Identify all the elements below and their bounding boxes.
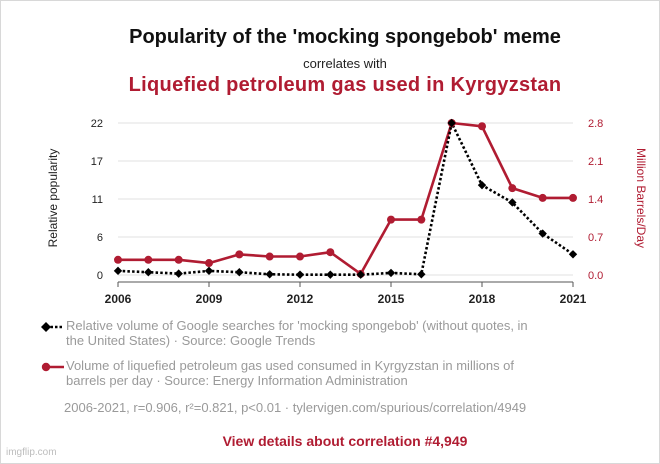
google-point — [538, 229, 547, 238]
chart-title: Popularity of the 'mocking spongebob' me… — [129, 26, 561, 48]
lpg-point — [114, 255, 122, 264]
lpg-point — [265, 252, 274, 261]
lpg-point — [235, 250, 244, 259]
google-point — [477, 180, 487, 190]
view-details-link[interactable]: View details about correlation #4,949 — [222, 433, 468, 449]
google-point — [235, 268, 244, 277]
x-tick-label: 2006 — [105, 292, 132, 306]
lpg-point — [508, 184, 517, 193]
right-axis-label: Million Barrels/Day — [634, 148, 648, 248]
lpg-point — [174, 255, 183, 264]
google-point — [265, 270, 274, 279]
correlates-label: correlates with — [303, 56, 387, 71]
series-markers — [113, 118, 578, 279]
lpg-point — [326, 248, 335, 257]
google-point — [447, 118, 456, 128]
chart-subtitle: Liquefied petroleum gas used in Kyrgyzst… — [128, 74, 562, 96]
lpg-point — [144, 255, 153, 264]
left-tick-label: 17 — [91, 156, 103, 168]
lpg-point — [478, 122, 486, 131]
google-point — [417, 270, 426, 279]
left-axis-ticks: 0 6 11 17 22 — [91, 118, 103, 282]
grid-lines — [118, 122, 573, 276]
left-tick-label: 6 — [97, 232, 103, 244]
x-tick-label: 2021 — [560, 292, 587, 306]
lpg-series-line — [118, 121, 573, 276]
google-point — [204, 266, 214, 276]
right-axis-ticks: 0.0 0.7 1.4 2.1 2.8 — [588, 118, 603, 282]
lpg-point — [569, 193, 577, 202]
imgflip-watermark: imgflip.com — [6, 447, 57, 458]
google-point — [356, 270, 365, 279]
lpg-point — [296, 252, 304, 261]
left-tick-label: 11 — [92, 194, 103, 206]
right-tick-label: 2.8 — [588, 118, 603, 130]
left-axis-label: Relative popularity — [46, 149, 60, 248]
left-tick-label: 22 — [91, 118, 103, 130]
google-point — [144, 268, 153, 277]
line-chart: 0 6 11 17 22 0.0 0.7 1.4 2.1 2.8 2006 2009 2012 201… — [46, 118, 648, 306]
legend-item-google: Relative volume of Google searches for '… — [40, 318, 546, 348]
google-series-line — [117, 121, 574, 277]
google-point — [568, 250, 578, 259]
x-tick-label: 2015 — [378, 292, 405, 306]
legend-marker-red-circle — [41, 362, 64, 372]
google-point — [113, 266, 123, 276]
x-tick-label: 2018 — [469, 292, 496, 306]
right-tick-label: 0.0 — [588, 270, 603, 282]
right-tick-label: 0.7 — [588, 232, 603, 244]
legend-text-google: Relative volume of Google searches for '… — [66, 318, 528, 348]
google-point — [174, 269, 183, 278]
legend-marker-black-diamond — [41, 322, 64, 332]
left-tick-label: 0 — [97, 270, 103, 282]
lpg-point — [417, 215, 426, 224]
legend-text-lpg: Volume of liquefied petroleum gas used c… — [66, 358, 515, 388]
x-tick-label: 2009 — [196, 292, 223, 306]
lpg-point — [387, 215, 395, 224]
right-tick-label: 2.1 — [588, 156, 603, 168]
google-point — [295, 270, 305, 279]
x-tick-label: 2012 — [287, 292, 314, 306]
google-point — [326, 270, 335, 279]
legend-item-lpg: Volume of liquefied petroleum gas used c… — [40, 358, 546, 388]
lpg-point — [205, 259, 213, 268]
lpg-point — [538, 193, 547, 202]
google-point — [508, 198, 517, 207]
google-point — [386, 268, 396, 278]
right-tick-label: 1.4 — [588, 194, 603, 206]
x-axis-ticks: 2006 2009 2012 2015 2018 2021 — [105, 282, 587, 306]
series-lines — [117, 121, 574, 277]
correlation-stats: 2006-2021, r=0.906, r²=0.821, p<0.01 · t… — [64, 400, 527, 415]
